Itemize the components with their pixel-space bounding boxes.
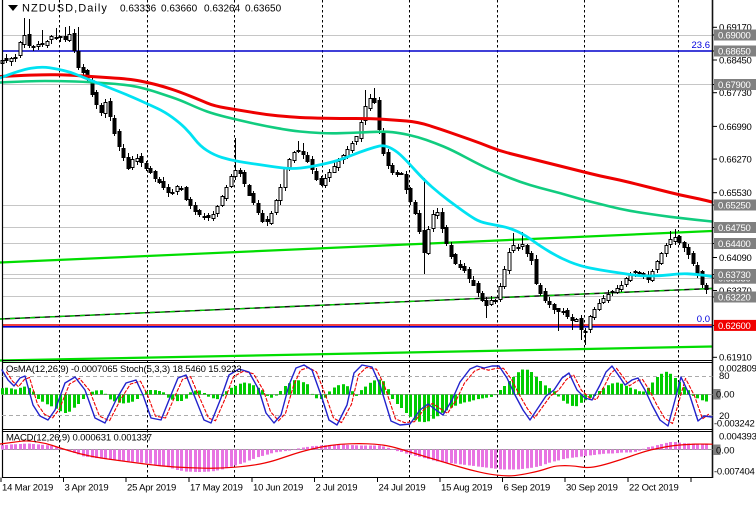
svg-text:0.63370: 0.63370 <box>719 286 752 297</box>
svg-text:2 Jul 2019: 2 Jul 2019 <box>316 483 358 494</box>
svg-text:MACD(12,26,9) 0.000631 0.00133: MACD(12,26,9) 0.000631 0.001337 <box>6 432 152 443</box>
svg-text:23.6: 23.6 <box>692 40 711 51</box>
svg-text:0.61910: 0.61910 <box>719 353 752 364</box>
svg-text:0.67730: 0.67730 <box>719 88 752 99</box>
svg-text:0.65530: 0.65530 <box>719 188 752 199</box>
svg-text:0.64400: 0.64400 <box>718 239 751 250</box>
svg-text:17 May 2019: 17 May 2019 <box>190 483 243 494</box>
svg-text:0.67900: 0.67900 <box>718 80 751 91</box>
svg-text:15 Aug 2019: 15 Aug 2019 <box>441 483 492 494</box>
svg-text:14 Mar 2019: 14 Mar 2019 <box>2 483 53 494</box>
svg-text:0.68450: 0.68450 <box>719 55 752 66</box>
svg-text:24 Jul 2019: 24 Jul 2019 <box>379 483 426 494</box>
svg-text:80: 80 <box>719 371 730 382</box>
svg-text:0.63650: 0.63650 <box>245 4 282 15</box>
svg-text:25 Apr 2019: 25 Apr 2019 <box>127 483 176 494</box>
svg-text:0.0: 0.0 <box>697 314 710 325</box>
svg-text:0.63336: 0.63336 <box>120 4 157 15</box>
svg-text:0.66990: 0.66990 <box>719 122 752 133</box>
svg-text:0.69170: 0.69170 <box>719 23 752 34</box>
svg-text:0.0028091: 0.0028091 <box>719 364 756 375</box>
svg-text:30 Sep 2019: 30 Sep 2019 <box>566 483 618 494</box>
svg-text:OsMA(12,26,9) -0.0007065 Stoc: OsMA(12,26,9) -0.0007065 Stoch(5,3,3) 18… <box>6 364 242 375</box>
svg-text:0.63730: 0.63730 <box>718 270 751 281</box>
svg-text:0.69000: 0.69000 <box>718 31 751 42</box>
svg-text:-0.007404: -0.007404 <box>714 467 755 478</box>
svg-text:0.65250: 0.65250 <box>718 201 751 212</box>
svg-text:0.00: 0.00 <box>716 390 735 401</box>
svg-text:0.63264: 0.63264 <box>204 4 241 15</box>
svg-text:0.63220: 0.63220 <box>718 293 751 304</box>
svg-text:6 Sep 2019: 6 Sep 2019 <box>504 483 551 494</box>
svg-text:NZDUSD,Daily: NZDUSD,Daily <box>22 3 108 15</box>
svg-text:0.68650: 0.68650 <box>718 47 751 58</box>
svg-text:22 Oct 2019: 22 Oct 2019 <box>629 483 679 494</box>
svg-text:0.004393: 0.004393 <box>719 432 756 443</box>
svg-text:0.62600: 0.62600 <box>718 321 751 332</box>
svg-text:3 Apr 2019: 3 Apr 2019 <box>65 483 109 494</box>
svg-text:0.64750: 0.64750 <box>718 223 751 234</box>
svg-text:-0.003242: -0.003242 <box>714 418 755 429</box>
svg-text:0.66270: 0.66270 <box>719 155 752 166</box>
svg-text:0.64090: 0.64090 <box>719 253 752 264</box>
svg-text:20: 20 <box>719 411 730 422</box>
svg-text:0.00: 0.00 <box>716 445 735 456</box>
svg-text:10 Jun 2019: 10 Jun 2019 <box>253 483 303 494</box>
svg-text:0.63660: 0.63660 <box>161 4 198 15</box>
